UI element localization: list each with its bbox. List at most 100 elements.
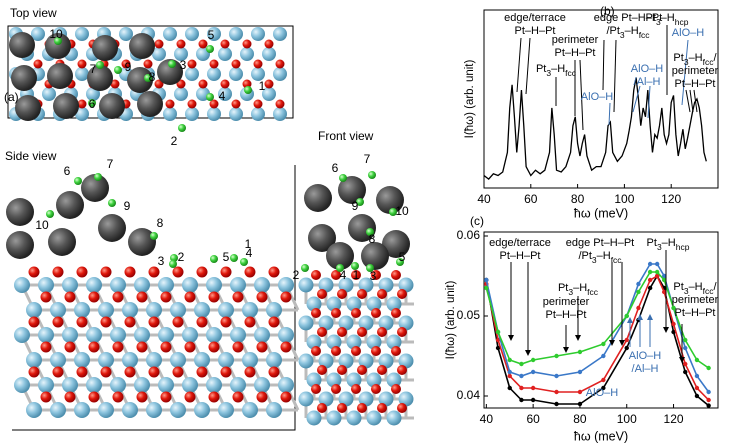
x-tick-label: 120: [664, 412, 684, 426]
atom: [148, 266, 160, 278]
atom: [174, 87, 188, 101]
atom: [64, 391, 76, 403]
atom: [160, 291, 172, 303]
atom: [208, 391, 220, 403]
data-point: [671, 329, 676, 335]
panel-label: (a): [4, 90, 19, 104]
atom: [98, 302, 114, 318]
site-label: 8: [369, 232, 376, 246]
y-tick-label: 0.06: [457, 228, 481, 242]
atom: [98, 214, 126, 242]
site-label: 3: [180, 58, 187, 72]
data-point: [683, 361, 688, 367]
atom: [154, 79, 164, 89]
data-point: [519, 361, 524, 367]
site-label: 6: [332, 161, 339, 175]
y-axis-label: I(ħω) (arb. unit): [464, 60, 476, 139]
atom: [119, 27, 133, 41]
leader-line: [632, 85, 641, 113]
atom: [357, 365, 367, 375]
atom: [196, 316, 208, 328]
atom: [371, 308, 381, 318]
atom: [198, 79, 208, 89]
atom: [337, 365, 347, 375]
atom: [298, 277, 314, 293]
site-label: 6: [89, 97, 96, 111]
atom: [229, 27, 243, 41]
atom: [361, 242, 389, 270]
leader-line: [579, 59, 584, 131]
atom: [331, 270, 341, 280]
atom: [76, 366, 88, 378]
atom: [318, 391, 334, 407]
atom: [172, 366, 184, 378]
atom: [311, 270, 321, 280]
atom: [398, 277, 414, 293]
atom: [306, 372, 322, 388]
atom: [356, 198, 364, 206]
atom: [64, 341, 76, 353]
atom: [99, 93, 125, 119]
atom: [96, 61, 104, 69]
atom: [256, 391, 268, 403]
atom: [62, 327, 78, 343]
leader-line: [685, 89, 691, 113]
atom: [230, 277, 246, 293]
data-point: [683, 337, 688, 343]
atom: [386, 296, 402, 312]
atom: [38, 327, 54, 343]
atom: [178, 124, 186, 132]
atom: [88, 291, 100, 303]
atom: [170, 254, 178, 262]
atom: [38, 277, 54, 293]
atom: [110, 377, 126, 393]
site-label: 2: [293, 268, 300, 282]
atom: [240, 258, 248, 266]
atom: [244, 366, 256, 378]
atom: [110, 79, 120, 89]
atom: [240, 47, 254, 61]
atom: [338, 277, 354, 293]
atom: [209, 59, 219, 69]
atom: [146, 402, 162, 418]
atom: [77, 59, 87, 69]
view-title: Top view: [10, 6, 57, 20]
atom: [218, 47, 232, 61]
atom: [28, 366, 40, 378]
atom: [176, 79, 186, 89]
data-point: [654, 261, 660, 267]
atom: [152, 47, 166, 61]
atom: [254, 377, 270, 393]
atom: [134, 277, 150, 293]
x-tick-label: 120: [661, 192, 681, 206]
atom: [371, 384, 381, 394]
annotation: Pt–H–Pt: [675, 307, 716, 319]
data-point: [495, 345, 501, 351]
atom: [368, 171, 376, 179]
annotation: AlO–H: [586, 387, 618, 399]
atom: [75, 67, 89, 81]
atom: [386, 372, 402, 388]
atom: [371, 346, 381, 356]
atom: [209, 99, 219, 109]
atom: [358, 391, 374, 407]
data-point: [507, 385, 512, 391]
data-point: [671, 321, 676, 327]
atom: [251, 27, 265, 41]
leader-line: [693, 89, 698, 113]
atom: [242, 39, 252, 49]
atom: [275, 59, 285, 69]
data-point: [706, 389, 711, 395]
atom: [346, 372, 362, 388]
atom: [196, 266, 208, 278]
atom: [100, 266, 112, 278]
atom: [337, 289, 347, 299]
atom: [371, 270, 381, 280]
atom: [382, 230, 410, 258]
atom: [169, 260, 177, 268]
atom: [74, 302, 90, 318]
atom: [129, 33, 155, 59]
atom: [6, 198, 34, 226]
atom: [396, 258, 404, 266]
